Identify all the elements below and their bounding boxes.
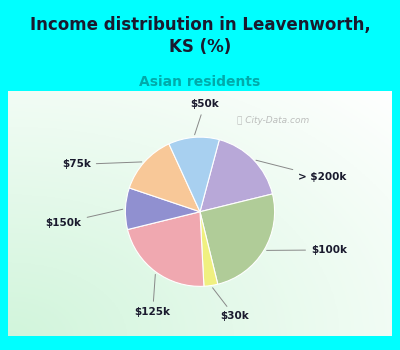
Text: > $200k: > $200k xyxy=(256,160,347,182)
Wedge shape xyxy=(169,137,219,212)
Wedge shape xyxy=(125,188,200,230)
Text: $75k: $75k xyxy=(62,160,142,169)
Wedge shape xyxy=(129,144,200,212)
Text: Asian residents: Asian residents xyxy=(139,75,261,89)
Text: $50k: $50k xyxy=(190,99,219,135)
Text: $30k: $30k xyxy=(212,288,249,321)
Wedge shape xyxy=(128,212,204,286)
Wedge shape xyxy=(200,194,275,284)
Text: $150k: $150k xyxy=(46,209,123,228)
Text: ⓘ City-Data.com: ⓘ City-Data.com xyxy=(237,116,309,125)
Wedge shape xyxy=(200,140,272,212)
Wedge shape xyxy=(200,212,218,286)
Text: $100k: $100k xyxy=(267,245,347,255)
Text: Income distribution in Leavenworth,
KS (%): Income distribution in Leavenworth, KS (… xyxy=(30,16,370,56)
Text: $125k: $125k xyxy=(135,274,171,317)
